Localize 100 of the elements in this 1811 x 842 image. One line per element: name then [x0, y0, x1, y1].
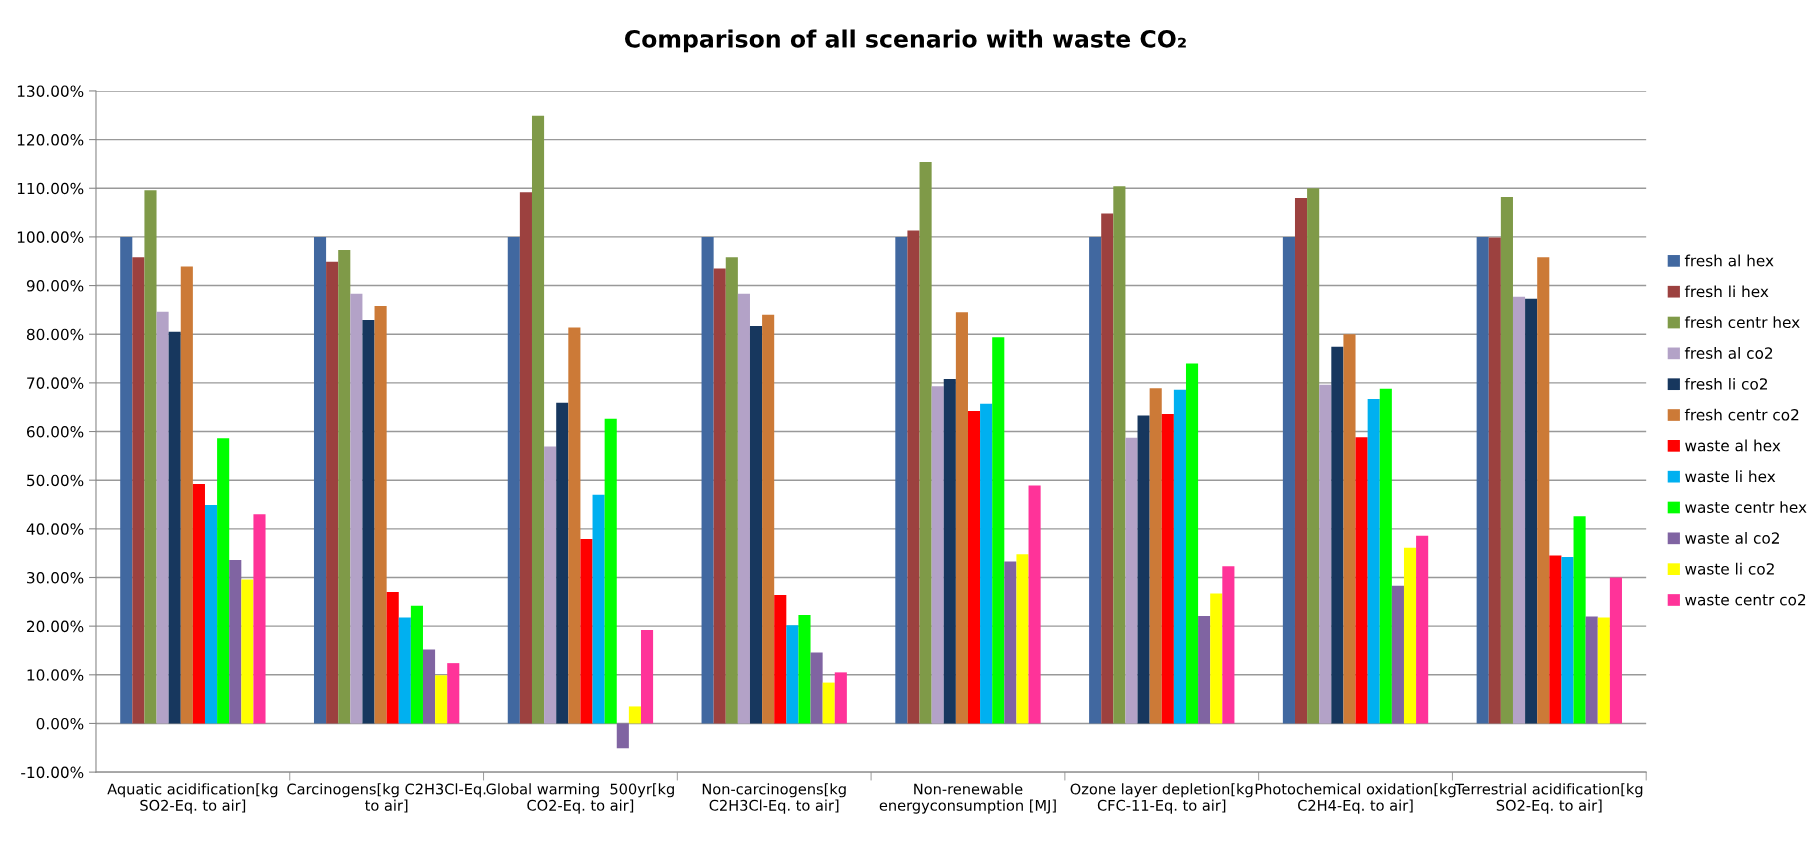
bar: [241, 579, 254, 724]
bar: [398, 617, 411, 724]
bar: [967, 411, 981, 724]
bar: [374, 305, 387, 724]
bar: [1609, 577, 1622, 724]
bar: [544, 446, 557, 724]
bar: [1525, 298, 1538, 724]
bar: [1416, 535, 1429, 724]
bar: [556, 402, 569, 724]
legend-label: waste li co2: [1685, 562, 1774, 575]
x-tick-label: Global warming 500yr[kg CO2-Eq. to air]: [486, 783, 674, 814]
x-tick-label: Aquatic acidification[kg SO2-Eq. to air]: [107, 783, 278, 814]
bar: [640, 630, 654, 724]
bar: [1198, 615, 1211, 724]
y-tick-label: 110.00%: [17, 182, 84, 195]
legend-label: fresh li hex: [1684, 285, 1769, 298]
bar: [713, 268, 726, 724]
bar: [907, 230, 920, 724]
bar: [1113, 186, 1126, 724]
bar: [386, 592, 399, 724]
bar: [1476, 236, 1489, 724]
bar: [531, 115, 545, 724]
bar: [350, 293, 363, 724]
bar: [204, 504, 218, 724]
legend-label: waste al hex: [1685, 439, 1781, 452]
y-tick-label: 120.00%: [17, 134, 84, 146]
bar: [616, 723, 629, 749]
bar: [725, 257, 738, 724]
legend-label: fresh centr co2: [1684, 408, 1799, 421]
legend-label: fresh centr hex: [1684, 316, 1800, 329]
y-tick-label: 40.00%: [26, 523, 84, 535]
bar: [895, 236, 908, 724]
bar: [1403, 547, 1417, 724]
bar: [1294, 197, 1308, 724]
bar: [919, 161, 932, 724]
y-tick-label: 130.00%: [17, 85, 84, 97]
bar: [447, 663, 460, 724]
bar: [762, 314, 775, 724]
bar: [326, 261, 339, 724]
bar: [1307, 188, 1320, 724]
bar: [749, 325, 763, 724]
bar: [737, 293, 750, 724]
legend-label: waste li hex: [1685, 470, 1776, 483]
bar: [1149, 388, 1162, 724]
bar: [1488, 237, 1501, 724]
bar: [992, 337, 1005, 724]
bar: [1379, 388, 1392, 724]
bar: [507, 236, 520, 724]
bar: [943, 378, 956, 724]
legend-label: waste al co2: [1685, 532, 1779, 544]
bar: [1500, 197, 1513, 724]
bar: [1016, 554, 1029, 724]
bar: [980, 403, 993, 724]
x-tick-label: Non-renewable energyconsumption [MJ]: [879, 783, 1056, 814]
y-tick-label: 50.00%: [27, 474, 84, 487]
x-tick-label: Carcinogens[kg C2H3Cl-Eq. to air]: [287, 783, 486, 813]
y-tick-label: 70.00%: [27, 377, 84, 389]
bar: [519, 192, 532, 724]
bar: [1391, 585, 1404, 724]
bar: [253, 514, 266, 724]
bar: [1537, 257, 1550, 724]
y-tick-label: 0.00%: [36, 717, 84, 730]
bar: [931, 386, 944, 724]
legend-label: fresh li co2: [1684, 377, 1767, 390]
x-tick-label: Terrestrial acidification[kg SO2-Eq. to air]: [1454, 783, 1643, 814]
bar: [1367, 398, 1380, 724]
bar: [822, 682, 835, 724]
bar: [1573, 516, 1586, 724]
bar: [338, 250, 351, 724]
bar: [604, 418, 617, 724]
bar: [1585, 616, 1598, 724]
bar: [144, 190, 157, 724]
bar: [774, 595, 787, 724]
x-tick-label: Non-carcinogens[kg C2H3Cl-Eq. to air]: [702, 783, 846, 814]
bar: [1125, 437, 1138, 724]
x-tick-label: Photochemical oxidation[kg C2H4-Eq. to air]: [1255, 783, 1456, 814]
bar: [1137, 415, 1150, 724]
bar: [580, 539, 593, 724]
y-tick-label: 10.00%: [27, 669, 84, 681]
bar: [1161, 414, 1174, 724]
y-tick-label: 60.00%: [26, 425, 84, 438]
bar: [1210, 593, 1223, 724]
bar: [168, 331, 181, 724]
bar: [362, 320, 375, 724]
y-tick-label: 30.00%: [27, 571, 84, 584]
bar: [313, 236, 327, 724]
bar: [229, 559, 242, 724]
bar: [701, 236, 714, 724]
bar: [1028, 485, 1041, 724]
bar: [422, 649, 436, 724]
chart-title: Comparison of all scenario with waste CO₂: [625, 29, 1186, 53]
legend-label: fresh al hex: [1684, 254, 1774, 267]
x-tick-label: Ozone layer depletion[kg CFC-11-Eq. to air]: [1070, 783, 1253, 814]
bar: [1222, 566, 1235, 724]
bar: [192, 484, 205, 724]
bar: [592, 494, 605, 724]
bar: [435, 675, 448, 724]
bar: [1561, 557, 1574, 724]
bar: [1319, 384, 1332, 724]
bar: [156, 311, 169, 724]
